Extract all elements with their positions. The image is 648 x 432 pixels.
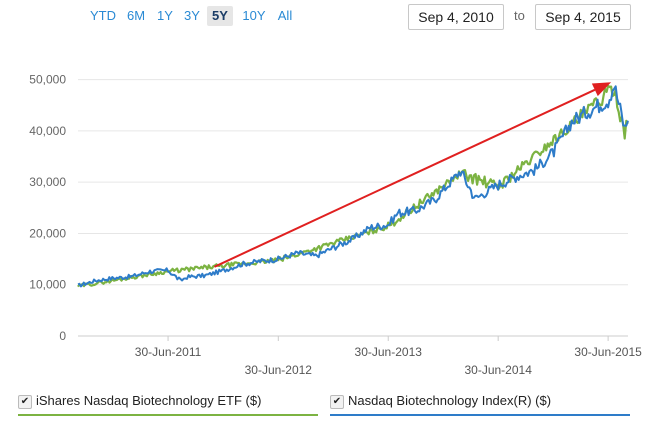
y-tick-label: 30,000 [29,175,66,189]
legend-label: Nasdaq Biotechnology Index(R) ($) [348,393,552,408]
x-tick-label: 30-Jun-2015 [574,345,642,359]
range-button-6m[interactable]: 6M [126,8,146,23]
x-tick-label: 30-Jun-2014 [464,363,532,377]
x-tick-label: 30-Jun-2011 [135,345,202,359]
range-button-5y[interactable]: 5Y [207,6,233,26]
legend-underline [330,414,630,416]
legend-item-ishares-etf[interactable]: ✔ iShares Nasdaq Biotechnology ETF ($) [18,392,318,416]
x-tick-label: 30-Jun-2013 [355,345,423,359]
checkbox-icon[interactable]: ✔ [18,395,32,409]
annotation-arrow-head [591,82,612,97]
range-button-1y[interactable]: 1Y [157,8,173,23]
legend-item-nasdaq-index[interactable]: ✔ Nasdaq Biotechnology Index(R) ($) [330,392,630,416]
y-tick-label: 40,000 [29,124,66,138]
price-chart: 0 10,000 20,000 30,000 40,000 50,000 30-Jun-20… [29,73,642,377]
legend-underline [18,414,318,416]
x-tick-label: 30-Jun-2012 [245,363,313,377]
range-button-all[interactable]: All [277,8,293,23]
y-tick-label: 20,000 [29,226,66,240]
range-selector: YTD 6M 1Y 3Y 5Y 10Y All Sep 4, 2010 to S… [0,0,648,36]
y-tick-label: 10,000 [29,278,66,292]
y-tick-label: 0 [59,329,66,343]
to-label: to [514,8,525,23]
checkbox-icon[interactable]: ✔ [330,395,344,409]
series-line-ishares-etf [77,84,629,288]
range-button-ytd[interactable]: YTD [90,8,116,23]
y-tick-label: 50,000 [29,73,66,87]
series-line-nasdaq-index [77,85,629,288]
annotation-arrow-line [214,88,596,268]
range-button-3y[interactable]: 3Y [184,8,200,23]
from-date-input[interactable]: Sep 4, 2010 [408,4,504,30]
range-button-10y[interactable]: 10Y [242,8,266,23]
to-date-input[interactable]: Sep 4, 2015 [535,4,631,30]
legend-label: iShares Nasdaq Biotechnology ETF ($) [36,393,262,408]
